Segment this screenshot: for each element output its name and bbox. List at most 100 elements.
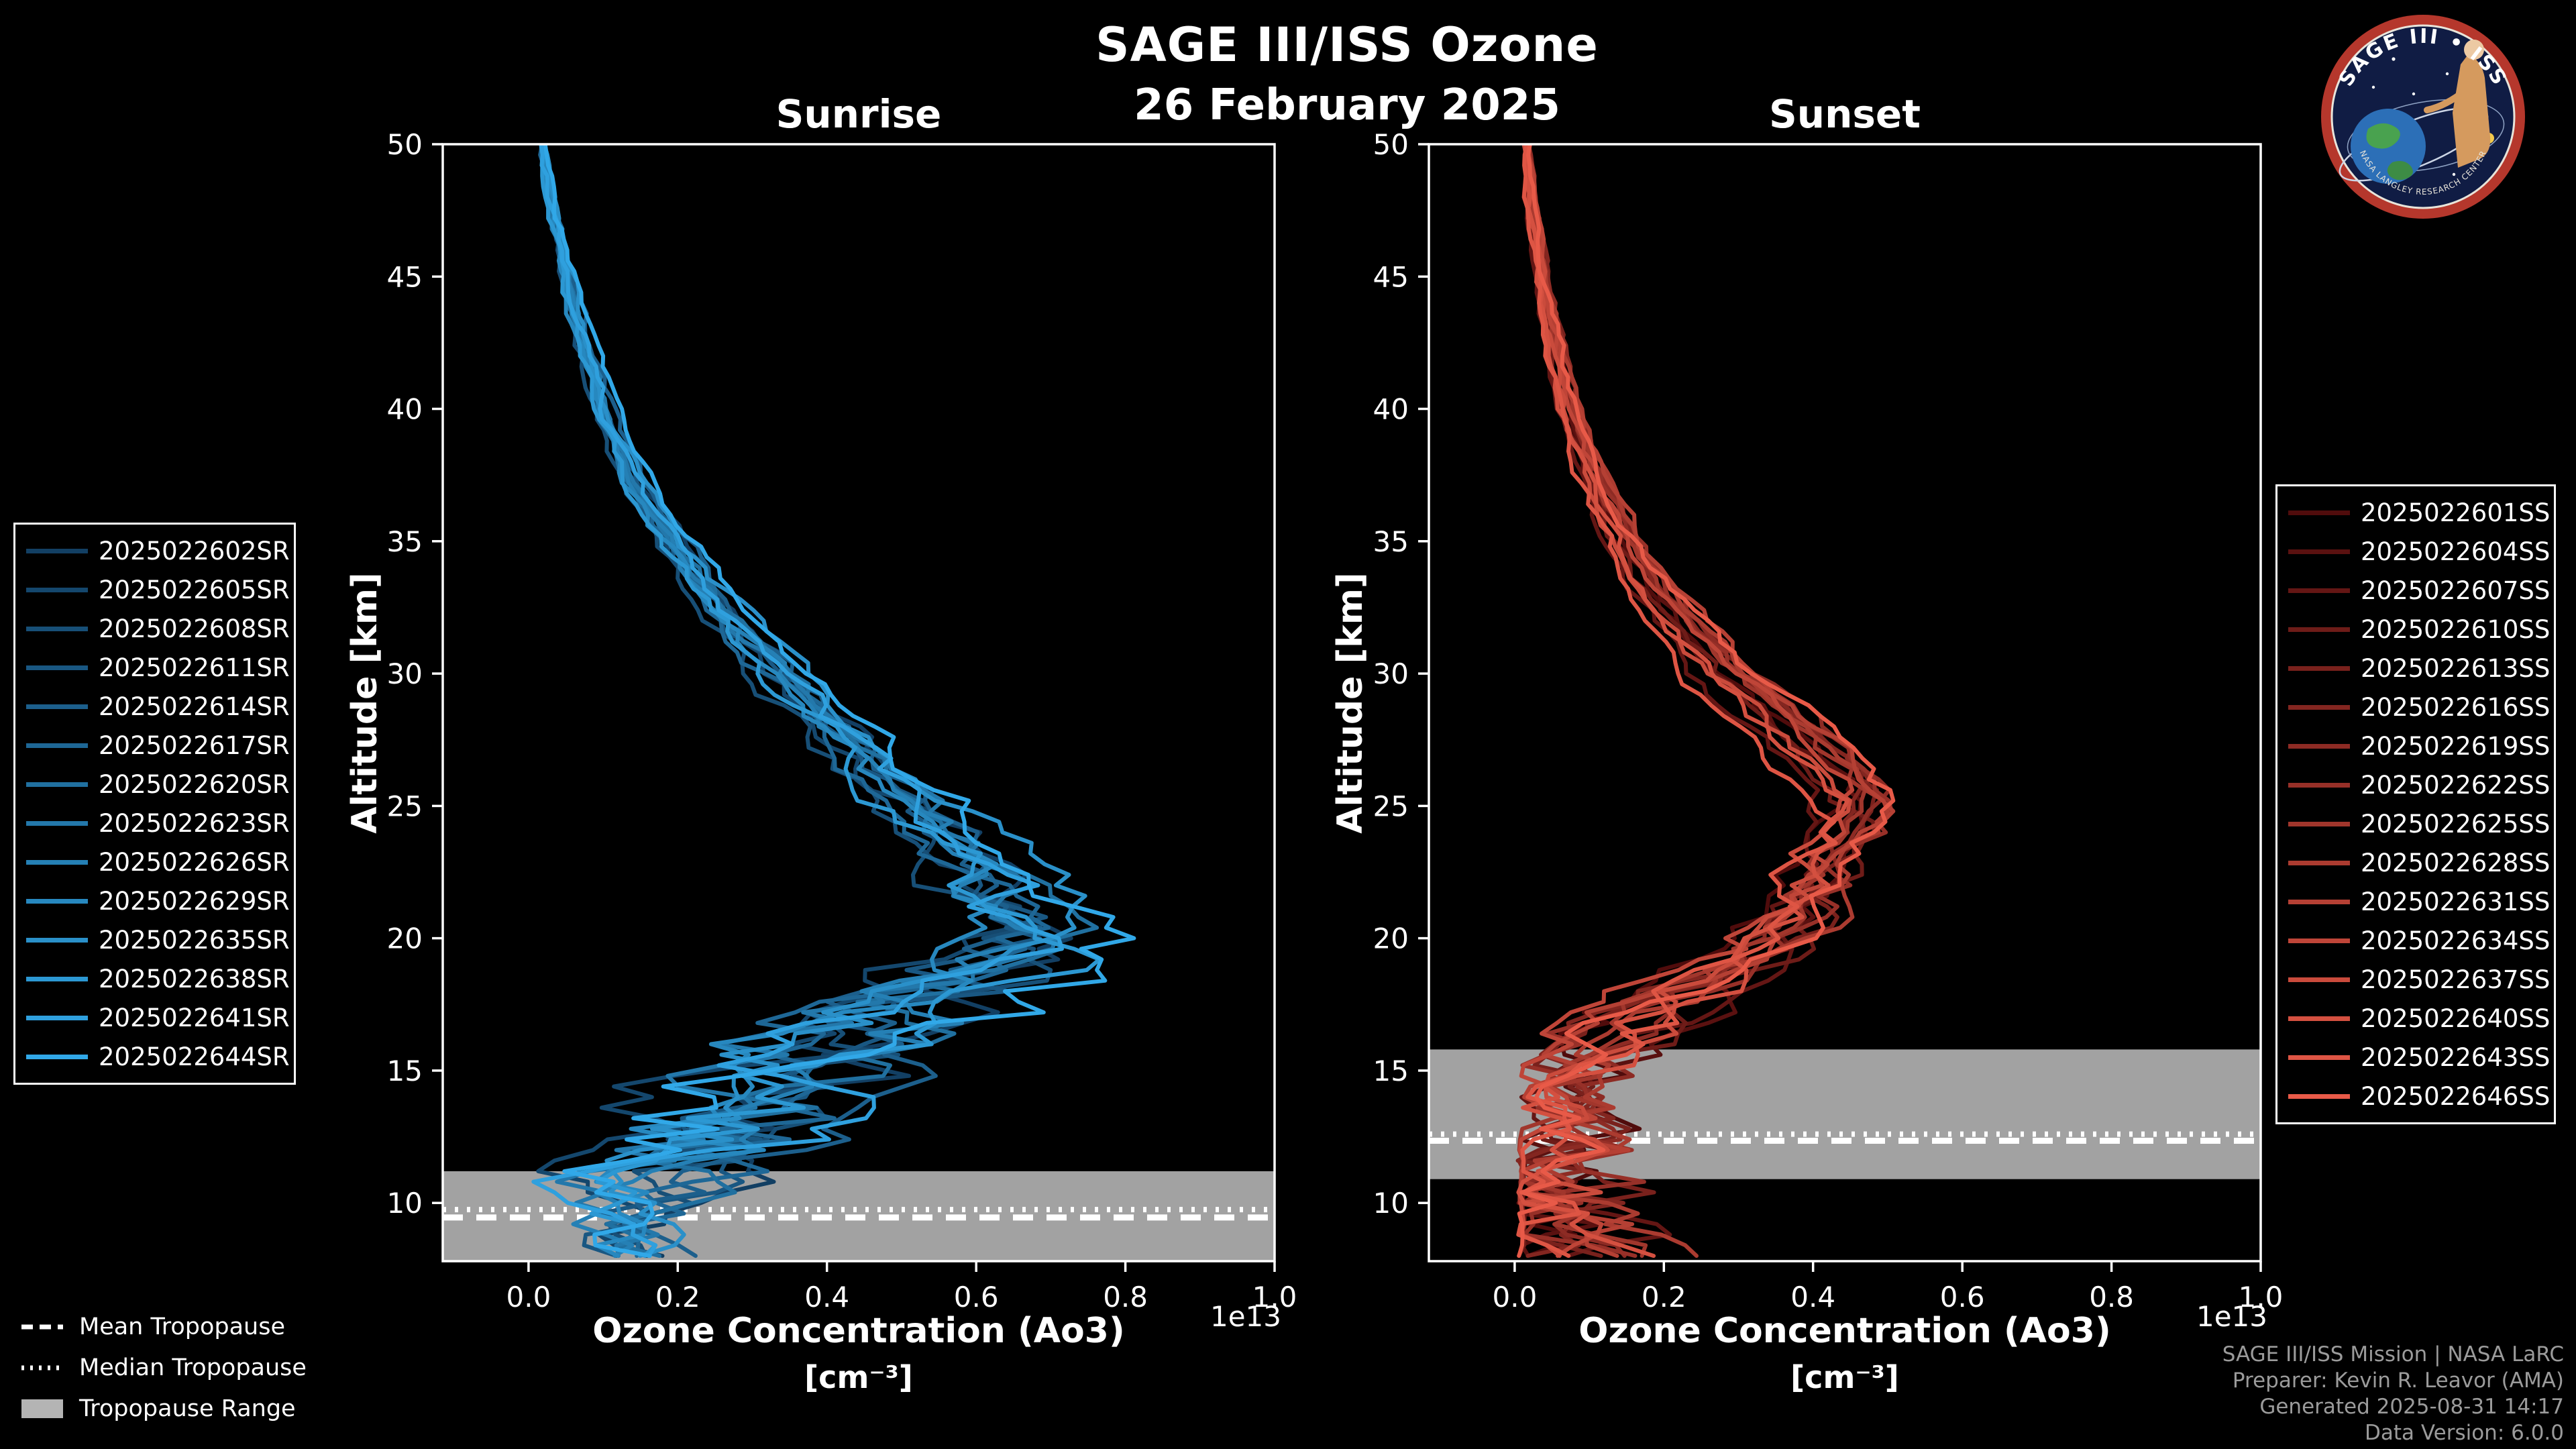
credit-generated: Generated 2025-08-31 14:17 (2259, 1395, 2564, 1419)
legend-item: 2025022640SS (2282, 999, 2550, 1038)
series-label: 2025022602SR (99, 536, 290, 566)
series-label: 2025022607SS (2361, 576, 2551, 605)
legend-item: 2025022611SR (19, 648, 290, 687)
legend-item: 2025022607SS (2282, 571, 2550, 610)
legend-item: 2025022629SR (19, 881, 290, 920)
mean-tropopause-line-icon (21, 1324, 63, 1330)
legend-item: 2025022620SR (19, 765, 290, 804)
sunset-chart: 10 15 20 25 30 35 40 45 50 0.0 0.2 0.4 0.6 0.8 1.0 (1373, 128, 2284, 1313)
sunset-panel-title: Sunset (1769, 91, 1921, 137)
y-tick-label: 40 (1373, 393, 1409, 426)
series-label: 2025022643SS (2361, 1042, 2551, 1072)
legend-item: 2025022628SS (2282, 843, 2550, 882)
y-tick-label: 45 (387, 260, 423, 293)
series-label: 2025022623SR (99, 808, 290, 838)
legend-item: 2025022610SS (2282, 610, 2550, 649)
series-color-swatch (2288, 743, 2350, 749)
credit-preparer: Preparer: Kevin R. Leavor (AMA) (2232, 1368, 2564, 1393)
legend-item: 2025022605SR (19, 570, 290, 609)
legend-item: 2025022608SR (19, 609, 290, 648)
sunrise-panel-title: Sunrise (775, 91, 942, 137)
series-color-swatch (2288, 1093, 2350, 1099)
series-color-swatch (2288, 899, 2350, 904)
series-color-swatch (2288, 588, 2350, 593)
mission-logo: SAGE III • ISS NASA LANGLEY RESEARCH CEN… (2321, 15, 2525, 219)
legend-item: 2025022616SS (2282, 688, 2550, 727)
series-color-swatch (2288, 1055, 2350, 1060)
y-tick-label: 30 (387, 657, 423, 690)
y-tick-label: 25 (1373, 790, 1409, 822)
legend-item: 2025022614SR (19, 687, 290, 726)
x-tick-label: 0.6 (954, 1281, 999, 1313)
series-color-swatch (2288, 821, 2350, 826)
series-color-swatch (26, 626, 88, 631)
legend-item: 2025022622SS (2282, 765, 2550, 804)
y-tick-label: 15 (1373, 1055, 1409, 1087)
series-label: 2025022638SR (99, 964, 290, 994)
sunset-scale-exponent: 1e13 (2196, 1300, 2267, 1333)
series-label: 2025022605SR (99, 575, 290, 604)
y-tick-label: 10 (387, 1187, 423, 1220)
x-tick-label: 0.6 (1940, 1281, 1985, 1313)
x-tick-label: 1.0 (1252, 1281, 1297, 1313)
y-tick-label: 10 (1373, 1187, 1409, 1220)
series-color-swatch (2288, 510, 2350, 515)
x-tick-label: 0.4 (1790, 1281, 1835, 1313)
legend-item: 2025022643SS (2282, 1038, 2550, 1077)
legend-item: 2025022623SR (19, 804, 290, 843)
series-label: 2025022608SR (99, 614, 290, 643)
sunset-x-axis-units: [cm⁻³] (1790, 1359, 1899, 1395)
ozone-profile-line (1517, 144, 1855, 1258)
series-label: 2025022634SS (2361, 926, 2551, 955)
plot-border (441, 143, 1276, 1263)
series-label: 2025022613SS (2361, 653, 2551, 683)
sunrise-chart: 10 15 20 25 30 35 40 45 50 0.0 0.2 0.4 0.6 0.8 1.0 (387, 128, 1297, 1313)
series-label: 2025022617SR (99, 731, 290, 760)
legend-item: 2025022626SR (19, 843, 290, 881)
series-label: 2025022604SS (2361, 537, 2551, 566)
legend-item: 2025022635SR (19, 920, 290, 959)
series-color-swatch (2288, 782, 2350, 788)
series-label: 2025022619SS (2361, 731, 2551, 761)
series-color-swatch (26, 976, 88, 981)
series-label: 2025022641SR (99, 1003, 290, 1032)
y-tick-label: 25 (387, 790, 423, 822)
series-label: 2025022640SS (2361, 1004, 2551, 1033)
legend-item: 2025022644SR (19, 1037, 290, 1076)
ozone-profile-line (531, 144, 1064, 1258)
legend-item: 2025022625SS (2282, 804, 2550, 843)
sunrise-legend: 2025022602SR 2025022605SR 2025022608SR 2025… (13, 523, 296, 1085)
ozone-profile-line (1517, 144, 1896, 1258)
sunrise-x-axis-label: Ozone Concentration (Ao3) (592, 1311, 1125, 1351)
x-tick-label: 0.4 (804, 1281, 849, 1313)
legend-item: 2025022617SR (19, 726, 290, 765)
series-label: 2025022610SS (2361, 614, 2551, 644)
median-tropopause-label: Median Tropopause (79, 1354, 307, 1381)
x-tick-label: 0.2 (655, 1281, 700, 1313)
credit-mission: SAGE III/ISS Mission | NASA LaRC (2222, 1342, 2564, 1366)
sunrise-x-axis-units: [cm⁻³] (804, 1359, 913, 1395)
legend-item: 2025022646SS (2282, 1077, 2550, 1116)
x-tick-label: 0.8 (1103, 1281, 1148, 1313)
x-tick-label: 1.0 (2239, 1281, 2284, 1313)
series-label: 2025022611SR (99, 653, 290, 682)
plot-border (1428, 143, 2262, 1263)
page-title: SAGE III/ISS Ozone (1095, 17, 1599, 72)
y-tick-label: 35 (1373, 525, 1409, 558)
series-label: 2025022625SS (2361, 809, 2551, 839)
median-tropopause-legend-item: Median Tropopause (20, 1351, 307, 1385)
legend-item: 2025022641SR (19, 998, 290, 1037)
legend-item: 2025022601SS (2282, 493, 2550, 532)
series-color-swatch (2288, 938, 2350, 943)
series-color-swatch (26, 937, 88, 943)
series-label: 2025022616SS (2361, 692, 2551, 722)
series-color-swatch (2288, 704, 2350, 710)
series-label: 2025022628SS (2361, 848, 2551, 877)
series-color-swatch (26, 665, 88, 670)
ozone-profile-line (1516, 144, 1849, 1258)
sunrise-scale-exponent: 1e13 (1210, 1300, 1281, 1333)
series-color-swatch (26, 820, 88, 826)
series-label: 2025022637SS (2361, 965, 2551, 994)
series-label: 2025022635SR (99, 925, 290, 955)
